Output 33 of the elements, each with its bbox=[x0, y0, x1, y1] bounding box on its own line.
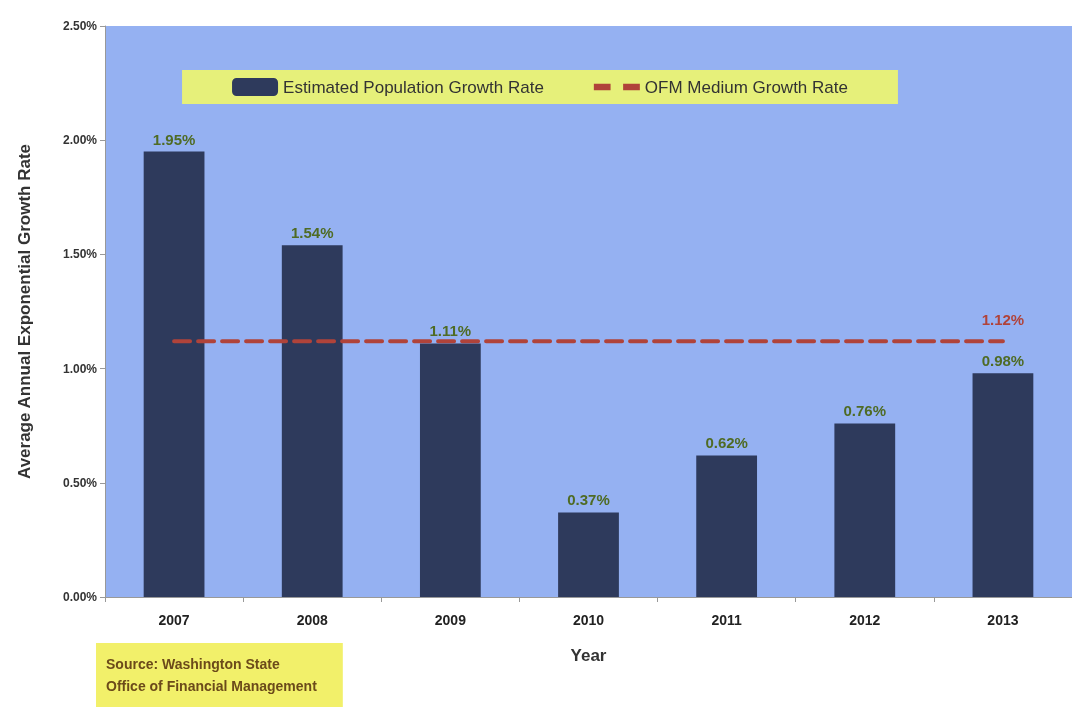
bar bbox=[696, 455, 758, 597]
x-tick-label: 2012 bbox=[849, 612, 881, 628]
y-tick-label: 2.00% bbox=[62, 133, 98, 148]
y-tick-label: 1.00% bbox=[62, 361, 98, 376]
data-label: 0.98% bbox=[981, 352, 1025, 370]
bar bbox=[834, 423, 896, 597]
data-label: 1.95% bbox=[152, 130, 196, 148]
data-label: 1.12% bbox=[981, 311, 1025, 329]
y-tick-label: 1.50% bbox=[62, 247, 98, 262]
bar bbox=[143, 151, 205, 597]
x-tick-label: 2010 bbox=[572, 612, 605, 628]
bar bbox=[972, 373, 1034, 597]
x-tick-label: 2011 bbox=[711, 612, 743, 628]
y-tick-label: 2.50% bbox=[62, 19, 98, 33]
y-tick-label: 0.50% bbox=[62, 475, 98, 490]
bar bbox=[281, 245, 343, 597]
y-axis-title: Average Annual Exponential Growth Rate bbox=[15, 143, 34, 480]
x-axis-title: Year bbox=[570, 646, 607, 665]
x-tick-label: 2013 bbox=[987, 612, 1019, 628]
y-tick-label: 0.00% bbox=[62, 590, 98, 604]
x-tick-label: 2007 bbox=[158, 612, 190, 628]
bar bbox=[558, 512, 619, 597]
data-label: 0.76% bbox=[843, 402, 887, 420]
legend-label: OFM Medium Growth Rate bbox=[644, 77, 848, 97]
data-label: 0.62% bbox=[705, 434, 748, 452]
x-tick-label: 2008 bbox=[296, 612, 328, 628]
data-label: 0.37% bbox=[567, 491, 610, 509]
data-label: 1.54% bbox=[290, 224, 334, 242]
source-note: Source: Washington State Office of Financial Management bbox=[106, 656, 318, 694]
data-label: 1.11% bbox=[429, 322, 472, 340]
bar bbox=[419, 343, 481, 597]
legend-label: Estimated Population Growth Rate bbox=[283, 77, 544, 97]
x-tick-label: 2009 bbox=[434, 612, 467, 628]
